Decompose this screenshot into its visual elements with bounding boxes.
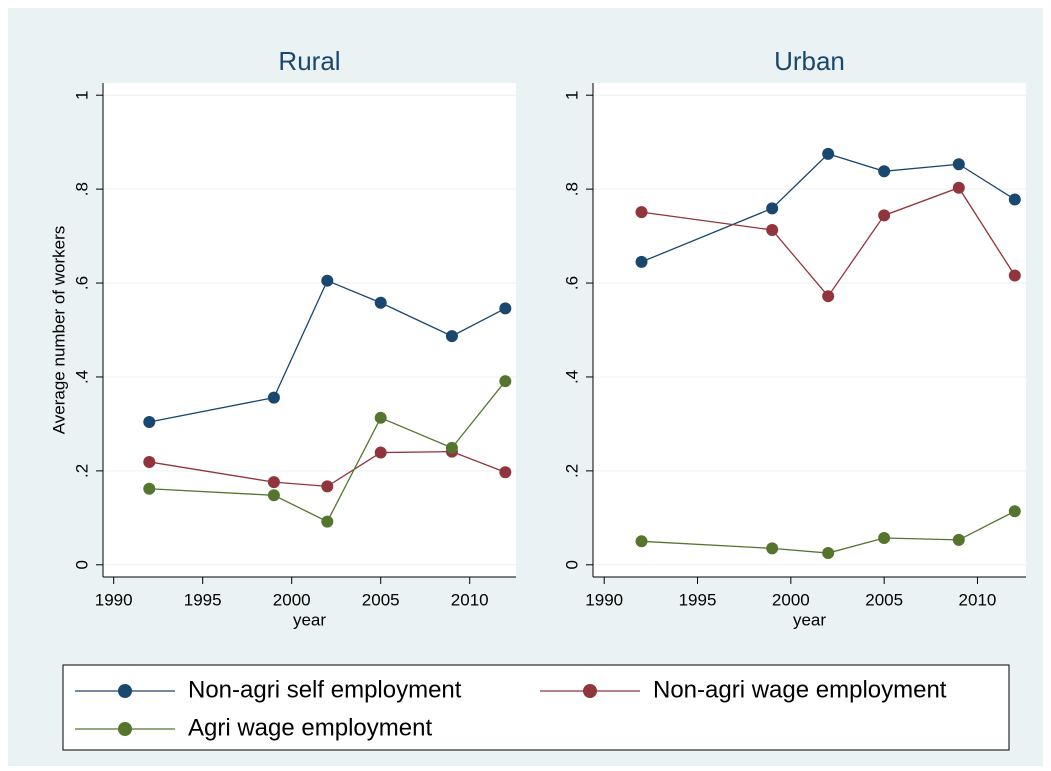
- legend-marker: [583, 684, 597, 698]
- x-tick-label: 1995: [184, 590, 222, 609]
- legend-label: Agri wage employment: [188, 714, 432, 741]
- data-point: [445, 330, 458, 343]
- data-point: [766, 223, 779, 236]
- x-tick-label: 2010: [451, 590, 489, 609]
- legend-label: Non-agri wage employment: [653, 676, 947, 703]
- panel-title: Urban: [774, 46, 845, 76]
- data-point: [267, 489, 280, 502]
- data-point: [766, 542, 779, 555]
- y-tick-label: .8: [562, 182, 581, 196]
- data-point: [878, 209, 891, 222]
- y-tick-label: 1: [562, 90, 581, 99]
- data-point: [267, 476, 280, 489]
- series-line: [641, 186, 1016, 298]
- x-tick-label: 2005: [865, 590, 903, 609]
- data-point: [267, 391, 280, 404]
- panel-title: Rural: [278, 46, 340, 76]
- y-tick-label: .6: [562, 276, 581, 290]
- data-point: [635, 535, 648, 548]
- data-point: [1008, 269, 1021, 282]
- data-point: [143, 416, 156, 429]
- series-line: [641, 510, 1016, 554]
- data-point: [445, 441, 458, 454]
- y-tick-label: 0: [72, 560, 91, 569]
- legend-marker: [118, 684, 132, 698]
- x-axis-label: year: [793, 610, 826, 629]
- series-line: [149, 380, 506, 523]
- data-point: [321, 274, 334, 287]
- x-tick-label: 1990: [95, 590, 133, 609]
- data-point: [952, 158, 965, 171]
- x-axis-label: year: [293, 610, 326, 629]
- legend-box: [62, 664, 1010, 751]
- data-point: [374, 411, 387, 424]
- data-point: [952, 181, 965, 194]
- x-tick-label: 2010: [959, 590, 997, 609]
- series-line: [149, 279, 506, 423]
- data-point: [321, 480, 334, 493]
- data-point: [1008, 505, 1021, 518]
- data-point: [374, 296, 387, 309]
- data-point: [499, 375, 512, 388]
- y-tick-label: .8: [72, 182, 91, 196]
- series-line: [641, 153, 1016, 263]
- y-tick-label: .2: [72, 464, 91, 478]
- data-point: [374, 446, 387, 459]
- y-tick-label: .6: [72, 276, 91, 290]
- data-point: [1008, 193, 1021, 206]
- data-point: [822, 547, 835, 560]
- legend-marker: [118, 722, 132, 736]
- x-tick-label: 1995: [679, 590, 717, 609]
- data-point: [143, 455, 156, 468]
- data-point: [822, 290, 835, 303]
- x-tick-label: 2000: [273, 590, 311, 609]
- y-tick-label: 1: [72, 90, 91, 99]
- data-point: [952, 533, 965, 546]
- data-point: [766, 202, 779, 215]
- data-point: [878, 532, 891, 545]
- plot-area: [593, 83, 1026, 577]
- y-tick-label: .4: [72, 370, 91, 384]
- data-point: [499, 466, 512, 479]
- data-point: [499, 302, 512, 315]
- data-point: [143, 482, 156, 495]
- x-tick-label: 2005: [362, 590, 400, 609]
- y-tick-label: 0: [562, 560, 581, 569]
- y-axis-label: Average number of workers: [49, 226, 68, 435]
- y-tick-label: .4: [562, 370, 581, 384]
- y-tick-label: .2: [562, 464, 581, 478]
- legend-label: Non-agri self employment: [188, 676, 462, 703]
- data-point: [878, 165, 891, 178]
- data-point: [635, 206, 648, 219]
- x-tick-label: 1990: [585, 590, 623, 609]
- data-point: [822, 147, 835, 160]
- plot-area: [103, 83, 516, 577]
- x-tick-label: 2000: [772, 590, 810, 609]
- data-point: [635, 255, 648, 268]
- data-point: [321, 515, 334, 528]
